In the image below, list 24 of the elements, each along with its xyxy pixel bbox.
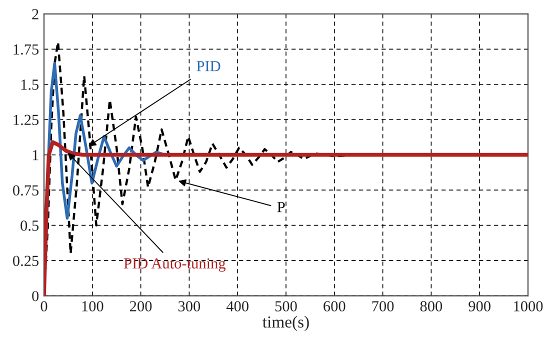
text: PID — [196, 61, 220, 72]
x-tick-label: 400 — [226, 301, 248, 312]
y-tick-label: 2 — [32, 9, 38, 20]
y-tick-label: 1 — [32, 150, 38, 160]
y-tick-label: 1.5 — [21, 80, 39, 90]
x-tick-label: 100 — [82, 301, 104, 312]
y-tick-label: 0.75 — [12, 185, 39, 196]
x-tick-label: 500 — [275, 301, 297, 312]
y-tick-label: 0 — [32, 290, 39, 302]
x-tick-label: 700 — [372, 301, 394, 312]
y-tick-label: 0.5 — [20, 220, 39, 231]
x-axis-title: time(s) — [262, 316, 309, 332]
x-tick-label: 300 — [178, 301, 200, 312]
x-tick-label: 0 — [40, 301, 48, 312]
x-tick-label: 200 — [130, 301, 152, 312]
y-tick-label: 1.75 — [14, 44, 39, 55]
y-tick-label: 0.25 — [12, 256, 39, 266]
x-tick-label: 600 — [324, 301, 346, 312]
x-tick-label: 1000 — [514, 301, 543, 312]
text: PID Auto-tuning — [124, 258, 226, 272]
text: P — [277, 202, 285, 212]
y-tick-label: 1.25 — [14, 114, 39, 126]
x-tick-label: 800 — [420, 301, 442, 312]
x-tick-label: 900 — [468, 301, 490, 312]
